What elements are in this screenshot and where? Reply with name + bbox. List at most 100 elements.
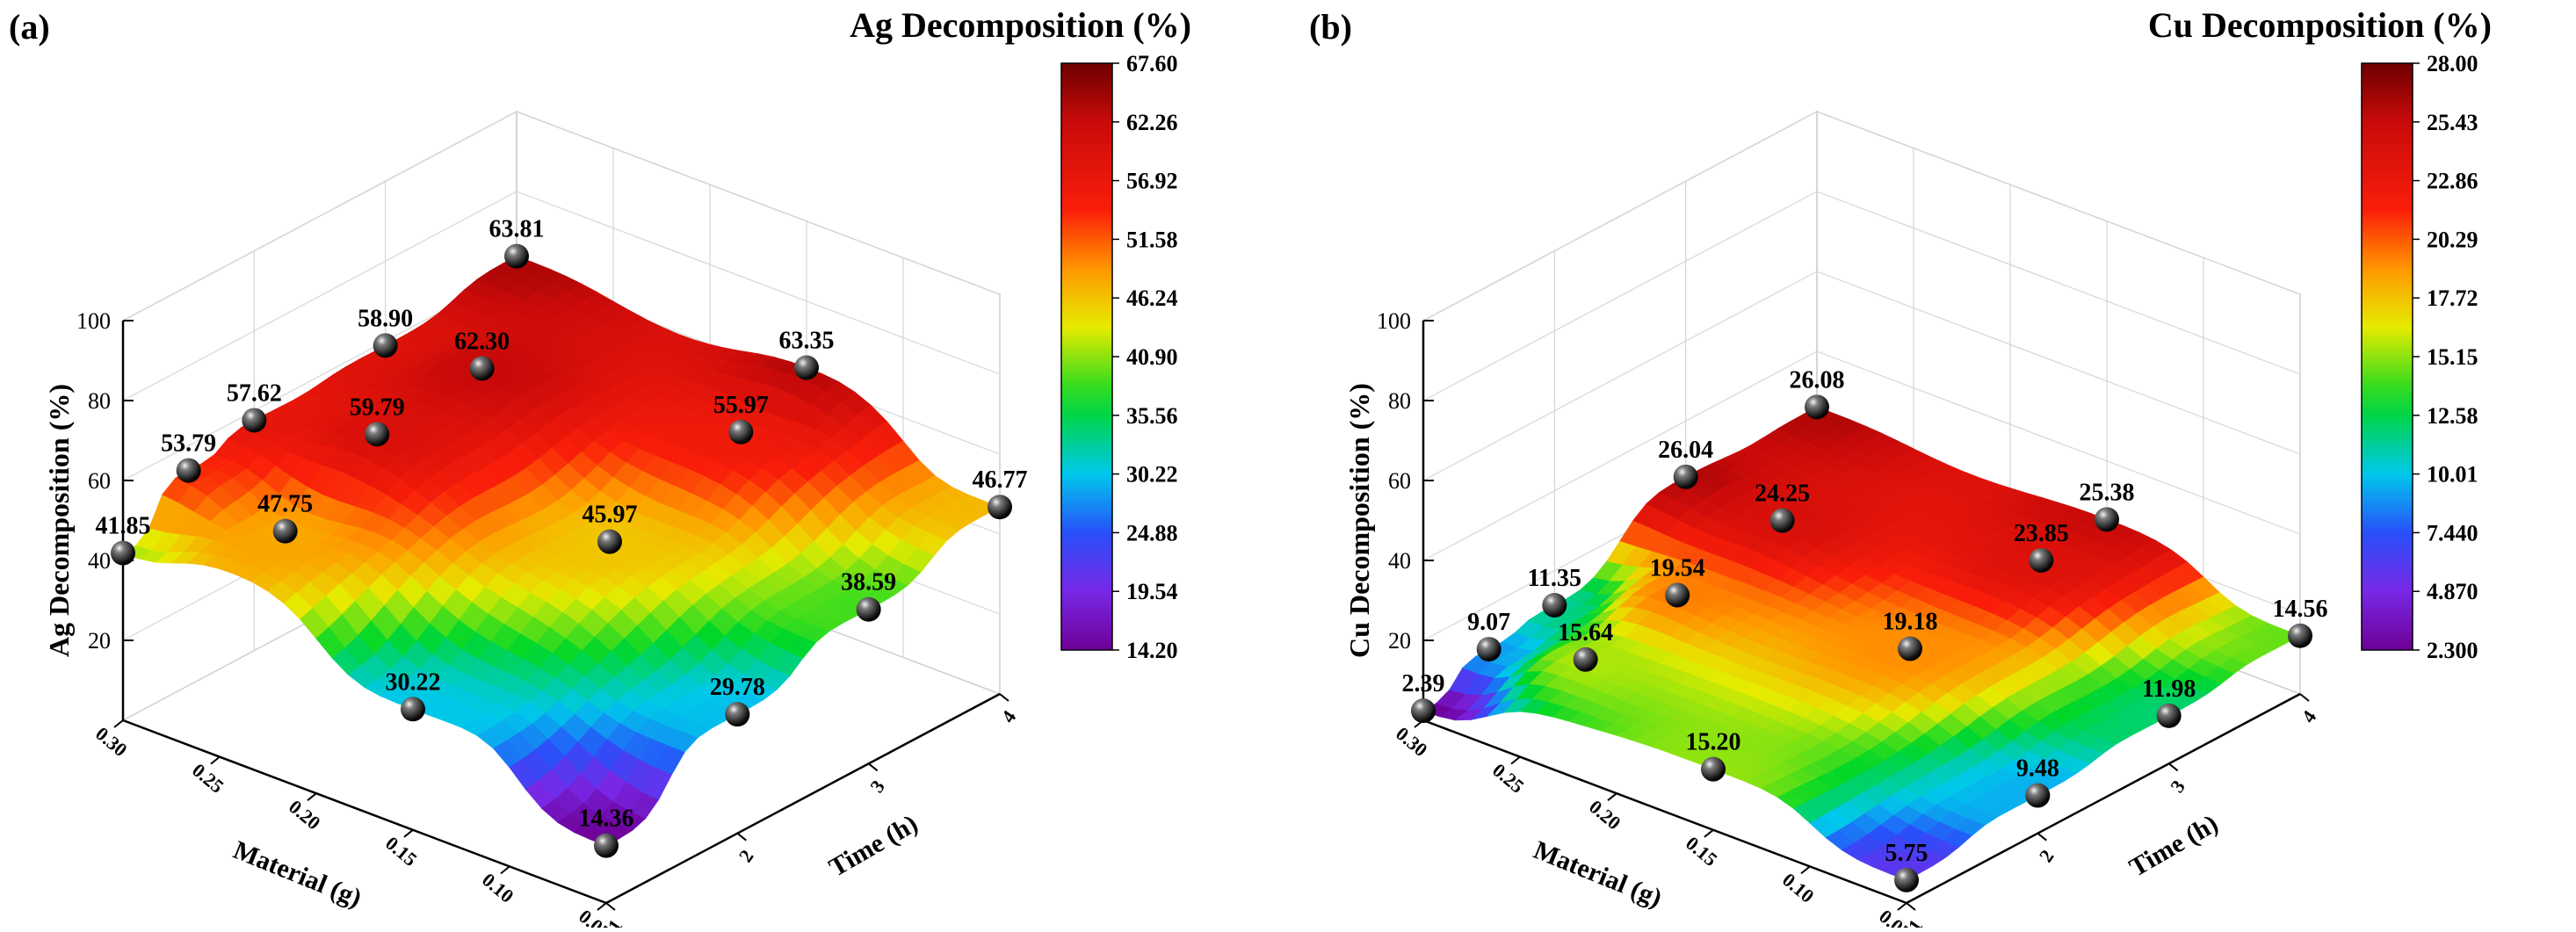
z-tick-label: 100 <box>76 308 111 334</box>
y-tick <box>1906 902 1916 911</box>
x-tick <box>113 719 124 728</box>
y-tick <box>736 832 747 842</box>
colorbar-tick-label: 56.92 <box>1126 169 1178 194</box>
data-point <box>242 408 267 433</box>
y-tick-label: 2 <box>734 846 758 866</box>
y-tick-label: 3 <box>865 776 889 796</box>
colorbar-tick-label: 24.88 <box>1126 520 1178 545</box>
data-label: 63.81 <box>489 216 545 243</box>
colorbar-tick-label: 40.90 <box>1126 344 1178 370</box>
z-tick-label: 20 <box>1388 628 1411 654</box>
data-label: 9.48 <box>2016 755 2059 783</box>
colorbar-tick-label: 2.300 <box>2427 638 2478 663</box>
data-label: 11.35 <box>1528 565 1581 592</box>
data-label: 15.20 <box>1686 729 1741 756</box>
data-label: 19.18 <box>1883 609 1938 636</box>
y-tick-label: 3 <box>2166 776 2189 796</box>
data-point <box>401 697 425 722</box>
data-label: 63.35 <box>779 328 835 355</box>
y-tick <box>999 693 1009 702</box>
data-point <box>2156 703 2182 728</box>
x-tick <box>1607 792 1617 801</box>
data-label: 45.97 <box>582 502 638 529</box>
data-point <box>2025 783 2051 808</box>
x-axis-line <box>122 719 607 905</box>
data-label: 11.98 <box>2142 676 2196 703</box>
z-tick-label: 60 <box>88 468 111 494</box>
data-label: 55.97 <box>713 392 769 419</box>
data-point <box>988 495 1012 520</box>
z-tick-label: 80 <box>1388 388 1411 414</box>
surface <box>1422 406 2301 881</box>
colorbar-tick-label: 46.24 <box>1126 285 1178 311</box>
x-tick <box>1704 829 1714 838</box>
y-tick <box>2168 762 2179 772</box>
data-point <box>365 422 390 447</box>
data-point <box>469 356 495 381</box>
colorbar-tick-label: 14.20 <box>1126 638 1178 663</box>
x-tick <box>210 755 221 765</box>
x-tick <box>1897 902 1907 911</box>
colorbar-fill <box>2361 62 2413 651</box>
y-tick-label: 4 <box>2297 706 2320 726</box>
x-tick-label: 0.30 <box>91 722 132 761</box>
data-point <box>728 419 754 444</box>
x-axis-line <box>1422 719 1907 905</box>
data-point <box>1701 756 1726 782</box>
x-tick <box>1800 865 1811 875</box>
y-axis-title: Time (h) <box>2124 809 2223 883</box>
colorbar-tick-label: 67.60 <box>1126 51 1178 76</box>
data-label: 14.36 <box>579 806 634 833</box>
x-tick-label: 0.25 <box>188 759 228 798</box>
data-point <box>2095 507 2119 532</box>
y-axis-title: Time (h) <box>824 809 923 883</box>
data-point <box>272 518 298 544</box>
data-label: 59.79 <box>350 394 405 421</box>
x-tick-label: 0.20 <box>285 796 325 834</box>
data-point <box>856 596 881 622</box>
data-label: 53.79 <box>161 430 216 458</box>
data-point <box>1673 464 1698 489</box>
data-point <box>1769 508 1795 533</box>
x-tick-label: 0.10 <box>1778 869 1819 907</box>
data-point <box>1894 867 1919 892</box>
data-label: 23.85 <box>2014 520 2069 547</box>
data-label: 62.30 <box>454 328 510 355</box>
x-tick-label: 0.15 <box>381 832 422 871</box>
panel-b: 204060801000.050.100.150.200.250.301234M… <box>1309 5 2492 932</box>
z-tick-label: 60 <box>1388 468 1411 494</box>
data-label: 26.08 <box>1790 366 1845 394</box>
colorbar-tick-label: 25.43 <box>2427 110 2478 135</box>
x-tick <box>1510 755 1521 765</box>
data-point <box>176 458 201 483</box>
data-label: 9.07 <box>1467 609 1510 636</box>
y-tick <box>868 762 879 772</box>
panel-a: 204060801000.050.100.150.200.250.301234M… <box>9 5 1191 932</box>
data-label: 46.77 <box>973 466 1028 494</box>
colorbar-tick-label: 4.870 <box>2427 579 2478 604</box>
data-label: 47.75 <box>257 491 313 518</box>
y-tick-label: 1 <box>1903 915 1927 928</box>
data-label: 19.54 <box>1650 554 1705 582</box>
panel-label: (b) <box>1309 7 1352 47</box>
data-label: 2.39 <box>1402 670 1445 697</box>
panel-label: (a) <box>9 7 50 47</box>
colorbar-tick-label: 22.86 <box>2427 169 2478 194</box>
z-tick-label: 20 <box>88 628 111 654</box>
y-tick <box>605 902 616 911</box>
chart-title: Ag Decomposition (%) <box>850 5 1191 45</box>
z-axis-title: Ag Decomposition (%) <box>43 384 75 657</box>
z-axis-title: Cu Decomposition (%) <box>1343 383 1375 658</box>
data-point <box>725 702 750 727</box>
z-tick-label: 80 <box>88 388 111 414</box>
colorbar-tick-label: 51.58 <box>1126 227 1178 252</box>
data-point <box>1411 698 1436 724</box>
y-tick-label: 2 <box>2035 846 2059 866</box>
x-tick <box>403 829 414 838</box>
data-label: 15.64 <box>1558 619 1613 647</box>
y-tick-label: 1 <box>603 915 626 928</box>
data-label: 14.56 <box>2273 596 2328 623</box>
data-label: 57.62 <box>227 379 282 407</box>
x-tick-label: 0.20 <box>1585 796 1625 834</box>
